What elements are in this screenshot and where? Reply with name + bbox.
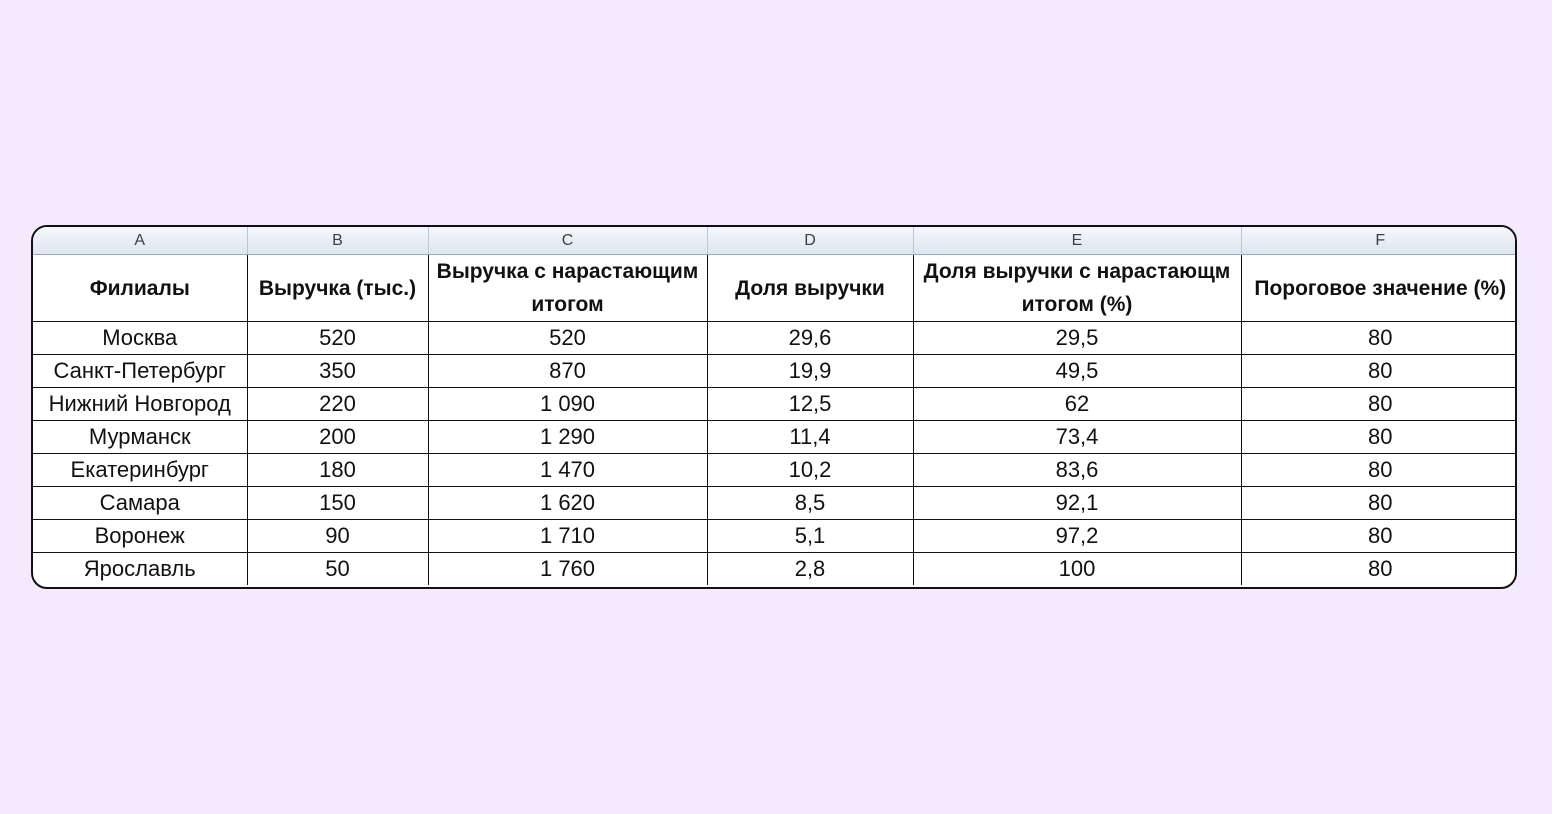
cell-branch[interactable]: Москва xyxy=(33,321,248,355)
table-row: Екатеринбург 180 1 470 10,2 83,6 80 xyxy=(33,453,1515,487)
cell-threshold[interactable]: 80 xyxy=(1240,453,1515,487)
data-grid: A B C D E F Филиалы Выручка (тыс.) Выруч… xyxy=(33,227,1515,585)
cell-cumulative-share[interactable]: 100 xyxy=(912,552,1242,585)
column-header-d[interactable]: D xyxy=(707,227,914,255)
cell-branch[interactable]: Санкт-Петербург xyxy=(33,354,248,388)
cell-branch[interactable]: Самара xyxy=(33,486,248,520)
cell-revenue[interactable]: 180 xyxy=(246,453,429,487)
column-letter-row: A B C D E F xyxy=(33,227,1515,255)
cell-revenue[interactable]: 220 xyxy=(246,387,429,421)
header-cell-revenue-share[interactable]: Доля выручки xyxy=(706,254,914,322)
table-row: Ярославль 50 1 760 2,8 100 80 xyxy=(33,552,1515,585)
cell-branch[interactable]: Нижний Новгород xyxy=(33,387,248,421)
cell-cumulative-share[interactable]: 49,5 xyxy=(912,354,1242,388)
cell-revenue[interactable]: 200 xyxy=(246,420,429,454)
cell-threshold[interactable]: 80 xyxy=(1240,486,1515,520)
cell-cumulative-revenue[interactable]: 1 620 xyxy=(427,486,708,520)
column-header-f[interactable]: F xyxy=(1241,227,1515,255)
spreadsheet-table: A B C D E F Филиалы Выручка (тыс.) Выруч… xyxy=(31,225,1517,589)
cell-cumulative-share[interactable]: 83,6 xyxy=(912,453,1242,487)
header-row: Филиалы Выручка (тыс.) Выручка с нараста… xyxy=(33,254,1515,322)
cell-branch[interactable]: Екатеринбург xyxy=(33,453,248,487)
table-row: Самара 150 1 620 8,5 92,1 80 xyxy=(33,486,1515,520)
cell-cumulative-revenue[interactable]: 1 470 xyxy=(427,453,708,487)
cell-revenue[interactable]: 520 xyxy=(246,321,429,355)
column-header-b[interactable]: B xyxy=(247,227,429,255)
cell-revenue-share[interactable]: 29,6 xyxy=(706,321,914,355)
header-cell-cumulative-share[interactable]: Доля выручки с нарастающм итогом (%) xyxy=(912,254,1242,322)
table-row: Нижний Новгород 220 1 090 12,5 62 80 xyxy=(33,387,1515,421)
header-cell-revenue[interactable]: Выручка (тыс.) xyxy=(246,254,429,322)
cell-branch[interactable]: Воронеж xyxy=(33,519,248,553)
header-cell-cumulative-revenue[interactable]: Выручка с нарастающим итогом xyxy=(427,254,708,322)
cell-revenue-share[interactable]: 11,4 xyxy=(706,420,914,454)
header-cell-threshold[interactable]: Пороговое значение (%) xyxy=(1240,254,1515,322)
cell-revenue-share[interactable]: 8,5 xyxy=(706,486,914,520)
table-row: Мурманск 200 1 290 11,4 73,4 80 xyxy=(33,420,1515,454)
cell-cumulative-share[interactable]: 92,1 xyxy=(912,486,1242,520)
cell-branch[interactable]: Мурманск xyxy=(33,420,248,454)
table-row: Москва 520 520 29,6 29,5 80 xyxy=(33,321,1515,355)
cell-threshold[interactable]: 80 xyxy=(1240,354,1515,388)
cell-cumulative-revenue[interactable]: 1 710 xyxy=(427,519,708,553)
cell-threshold[interactable]: 80 xyxy=(1240,387,1515,421)
cell-cumulative-revenue[interactable]: 1 290 xyxy=(427,420,708,454)
cell-cumulative-revenue[interactable]: 1 090 xyxy=(427,387,708,421)
cell-threshold[interactable]: 80 xyxy=(1240,552,1515,585)
cell-revenue[interactable]: 350 xyxy=(246,354,429,388)
cell-revenue[interactable]: 50 xyxy=(246,552,429,585)
cell-cumulative-share[interactable]: 73,4 xyxy=(912,420,1242,454)
cell-cumulative-share[interactable]: 62 xyxy=(912,387,1242,421)
cell-threshold[interactable]: 80 xyxy=(1240,519,1515,553)
cell-revenue[interactable]: 90 xyxy=(246,519,429,553)
cell-revenue-share[interactable]: 2,8 xyxy=(706,552,914,585)
cell-threshold[interactable]: 80 xyxy=(1240,420,1515,454)
cell-cumulative-revenue[interactable]: 520 xyxy=(427,321,708,355)
header-cell-branches[interactable]: Филиалы xyxy=(33,254,248,322)
cell-branch[interactable]: Ярославль xyxy=(33,552,248,585)
cell-threshold[interactable]: 80 xyxy=(1240,321,1515,355)
column-header-a[interactable]: A xyxy=(33,227,248,255)
cell-cumulative-revenue[interactable]: 1 760 xyxy=(427,552,708,585)
table-row: Воронеж 90 1 710 5,1 97,2 80 xyxy=(33,519,1515,553)
cell-revenue[interactable]: 150 xyxy=(246,486,429,520)
cell-revenue-share[interactable]: 19,9 xyxy=(706,354,914,388)
table-row: Санкт-Петербург 350 870 19,9 49,5 80 xyxy=(33,354,1515,388)
cell-revenue-share[interactable]: 12,5 xyxy=(706,387,914,421)
column-header-e[interactable]: E xyxy=(913,227,1242,255)
cell-revenue-share[interactable]: 10,2 xyxy=(706,453,914,487)
cell-revenue-share[interactable]: 5,1 xyxy=(706,519,914,553)
cell-cumulative-revenue[interactable]: 870 xyxy=(427,354,708,388)
column-header-c[interactable]: C xyxy=(428,227,708,255)
cell-cumulative-share[interactable]: 29,5 xyxy=(912,321,1242,355)
cell-cumulative-share[interactable]: 97,2 xyxy=(912,519,1242,553)
